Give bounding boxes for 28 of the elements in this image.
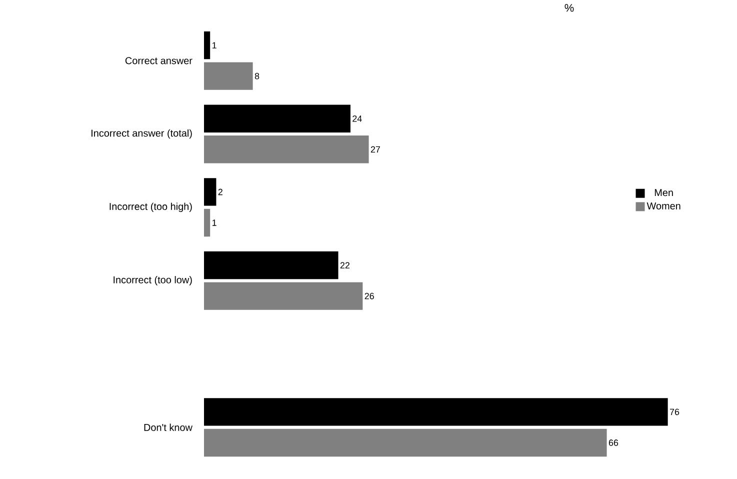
bar [204,208,210,237]
data-label: 26 [364,292,374,300]
data-label: 1 [212,42,216,48]
y-tick-label: Correct answer [125,57,192,64]
legend-label: Men [654,189,673,196]
data-label: 24 [352,115,362,122]
bar [204,251,338,280]
text: % [564,4,574,12]
data-label: 76 [670,408,680,416]
bar [204,178,216,206]
bar [204,428,607,457]
data-label: 27 [370,146,380,153]
bar [204,282,363,310]
data-label: 1 [212,220,216,226]
data-label: 8 [254,72,260,80]
bar [204,398,668,426]
data-label: 22 [340,262,350,268]
y-tick-label: Incorrect answer (total) [92,129,192,139]
bar [204,104,350,132]
bar [204,136,369,164]
data-label: 2 [218,188,222,196]
y-tick-label: Incorrect (too high) [110,202,192,212]
bar [204,31,210,60]
y-tick-label: Don't know [144,424,192,431]
y-tick-label: Incorrect (too low) [114,276,192,286]
legend-label: Women [646,202,680,210]
data-label: 66 [608,440,618,446]
bar [204,62,253,90]
